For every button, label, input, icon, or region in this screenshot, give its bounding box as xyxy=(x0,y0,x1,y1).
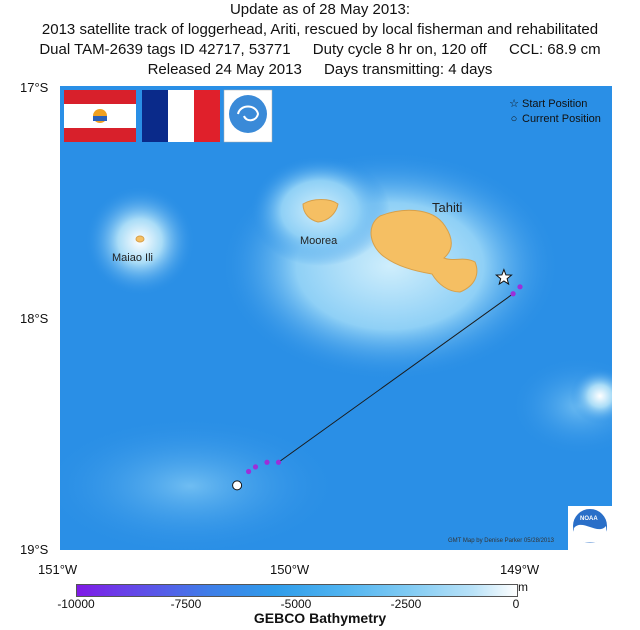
lat-label-18s: 18°S xyxy=(20,311,49,326)
moorea-island xyxy=(302,199,339,223)
title-line-2: 2013 satellite track of loggerhead, Arit… xyxy=(41,21,599,38)
seamount-shelf xyxy=(570,368,612,424)
island-label-maiao: Maiao Ili xyxy=(112,252,153,264)
map-title: Update as of 28 May 2013: 2013 satellite… xyxy=(0,0,640,80)
start-position-marker xyxy=(494,268,513,286)
lon-label-150w: 150°W xyxy=(270,562,310,577)
shallow-patch xyxy=(60,416,340,550)
current-position-marker xyxy=(232,480,243,491)
track-point xyxy=(510,291,516,297)
colorbar-title: GEBCO Bathymetry xyxy=(253,610,387,626)
circle-icon: ○ xyxy=(510,112,518,125)
legend-current: ○ Current Position xyxy=(506,111,601,126)
track-point xyxy=(517,284,523,290)
legend-start-label: Start Position xyxy=(522,97,588,110)
island-label-moorea: Moorea xyxy=(300,235,338,247)
colorbar-tick: -10000 xyxy=(57,597,95,611)
track-point xyxy=(246,468,252,475)
france-flag xyxy=(142,90,220,142)
legend-current-label: Current Position xyxy=(522,112,601,125)
bathymetry-colorbar xyxy=(76,584,518,597)
title-line-4: Released 24 May 2013 Days transmitting: … xyxy=(0,60,640,80)
track-point xyxy=(264,459,270,465)
days-transmitting: Days transmitting: 4 days xyxy=(324,61,493,78)
tahiti-island xyxy=(370,209,478,293)
organization-logo xyxy=(223,89,273,143)
turtle-track xyxy=(232,268,523,491)
track-point xyxy=(275,459,282,465)
track-point xyxy=(252,464,259,470)
island-label-tahiti: Tahiti xyxy=(432,200,463,215)
colorbar-tick: 0 xyxy=(512,597,520,611)
lon-label-151w: 151°W xyxy=(38,562,78,577)
duty-cycle: Duty cycle 8 hr on, 120 off xyxy=(312,41,487,58)
lat-label-17s: 17°S xyxy=(20,80,49,95)
colorbar-tick: -2500 xyxy=(390,597,422,611)
star-icon: ☆ xyxy=(509,98,519,110)
noaa-badge-text: NOAA xyxy=(580,516,598,522)
lat-label-19s: 19°S xyxy=(20,542,49,557)
map-panel[interactable]: ☆ Start Position ○ Current Position Tahi… xyxy=(60,86,612,550)
french-polynesia-flag xyxy=(64,90,136,142)
lon-label-149w: 149°W xyxy=(500,562,540,577)
colorbar-tick: -7500 xyxy=(170,597,202,611)
legend-start: ☆ Start Position xyxy=(506,96,601,111)
title-line-1: Update as of 28 May 2013: xyxy=(229,1,411,18)
map-credit: GMT Map by Denise Parker 05/28/2013 xyxy=(448,538,554,544)
track-line xyxy=(278,293,514,463)
map-legend: ☆ Start Position ○ Current Position xyxy=(506,96,601,126)
bathymetry-map xyxy=(60,86,612,550)
noaa-logo xyxy=(568,506,612,550)
release-date: Released 24 May 2013 xyxy=(147,61,302,78)
maiao-island xyxy=(135,235,145,243)
colorbar-tick: -5000 xyxy=(280,597,312,611)
colorbar-unit: m xyxy=(518,580,528,594)
ccl: CCL: 68.9 cm xyxy=(508,41,601,58)
title-line-3: Dual TAM-2639 tags ID 42717, 53771 Duty … xyxy=(0,40,640,60)
tag-ids: Dual TAM-2639 tags ID 42717, 53771 xyxy=(39,41,291,58)
